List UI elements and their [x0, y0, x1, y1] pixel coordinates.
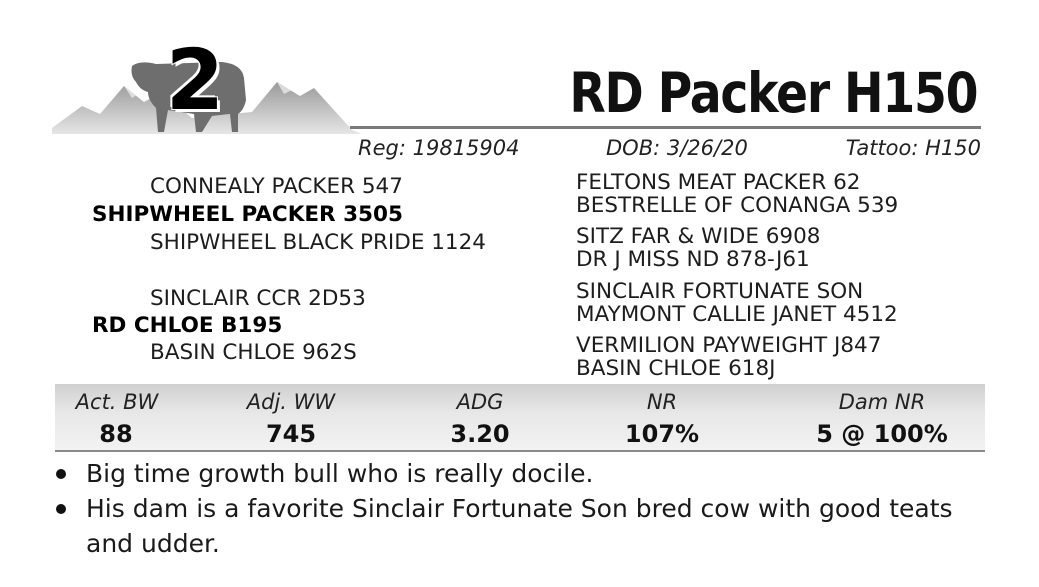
sire-dam: SHIPWHEEL BLACK PRIDE 1124 — [150, 230, 486, 255]
notes-list: Big time growth bull who is really docil… — [56, 456, 1006, 561]
dam-dam-dam: BASIN CHLOE 618J — [576, 356, 776, 381]
stat-label-nr: NR — [646, 390, 678, 414]
stat-value-nr: 107% — [624, 420, 700, 448]
sire-sire: CONNEALY PACKER 547 — [150, 174, 403, 199]
bullet-icon — [56, 504, 66, 514]
date-of-birth: DOB: 3/26/20 — [606, 136, 748, 160]
sire-sire-sire: FELTONS MEAT PACKER 62 — [576, 170, 861, 195]
dam-sire-dam: MAYMONT CALLIE JANET 4512 — [576, 302, 898, 327]
list-item: Big time growth bull who is really docil… — [56, 456, 1006, 491]
stat-label-dam-nr: Dam NR — [838, 390, 926, 414]
lot-number: 2 — [165, 31, 225, 129]
sire-sire-dam: BESTRELLE OF CONANGA 539 — [576, 193, 899, 218]
dam-dam-sire: VERMILION PAYWEIGHT J847 — [576, 333, 882, 358]
tattoo: Tattoo: H150 — [845, 136, 981, 160]
dam-sire: SINCLAIR CCR 2D53 — [150, 286, 366, 311]
sire-dam-dam: DR J MISS ND 878-J61 — [576, 247, 810, 272]
stat-value-adj-ww: 745 — [265, 420, 317, 448]
dam-dam: BASIN CHLOE 962S — [150, 340, 357, 365]
performance-stats-band — [55, 384, 985, 452]
stat-label-adg: ADG — [456, 390, 504, 414]
stat-value-dam-nr: 5 @ 100% — [816, 420, 948, 448]
note-text: Big time growth bull who is really docil… — [86, 459, 594, 488]
dam-name: RD CHLOE B195 — [92, 313, 283, 338]
bull-name: RD Packer H150 — [569, 61, 978, 125]
stat-value-act-bw: 88 — [99, 420, 133, 448]
list-item: His dam is a favorite Sinclair Fortunate… — [56, 491, 1006, 561]
dam-sire-sire: SINCLAIR FORTUNATE SON — [576, 279, 864, 304]
bull-mountain-logo-icon — [52, 62, 362, 134]
stat-label-adj-ww: Adj. WW — [246, 390, 336, 414]
sire-dam-sire: SITZ FAR & WIDE 6908 — [576, 224, 821, 249]
registration-number: Reg: 19815904 — [358, 136, 520, 160]
title-divider — [350, 126, 981, 129]
stat-value-adg: 3.20 — [450, 420, 510, 448]
note-text: His dam is a favorite Sinclair Fortunate… — [86, 494, 953, 558]
sire-name: SHIPWHEEL PACKER 3505 — [92, 202, 403, 227]
bullet-icon — [56, 469, 66, 479]
stat-label-act-bw: Act. BW — [75, 390, 159, 414]
